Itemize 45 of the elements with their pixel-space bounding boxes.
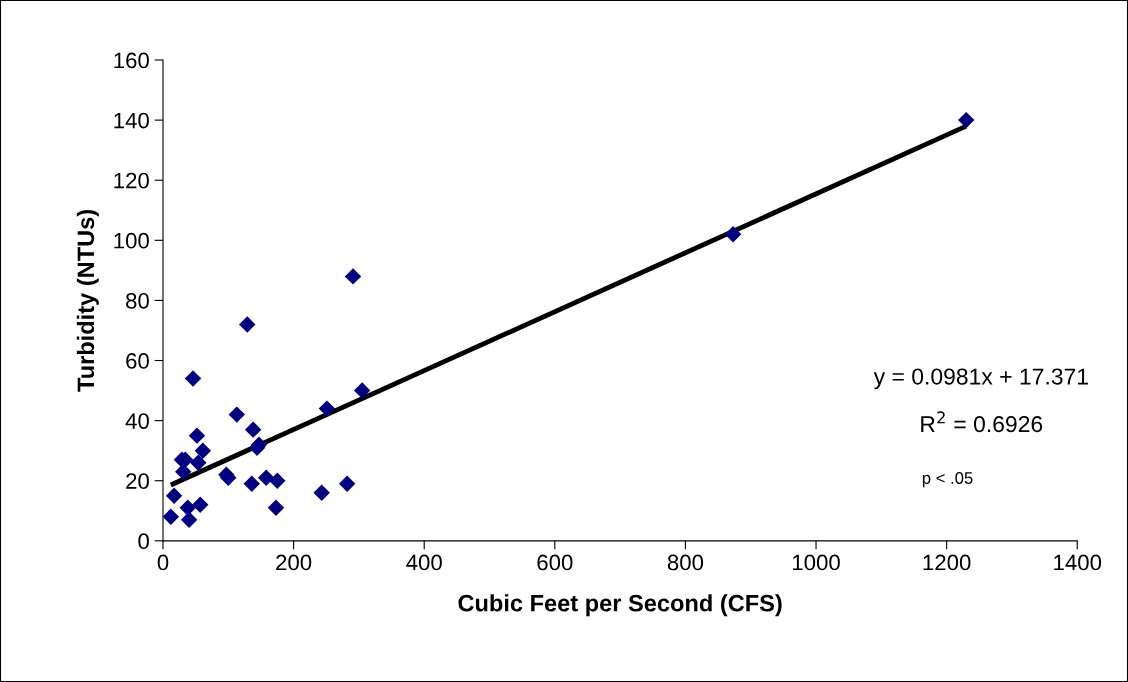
point (267, 499, 285, 516)
x-axis-title: Cubic Feet per Second (CFS) (458, 594, 782, 617)
y-tick-label: 160 (114, 52, 149, 69)
point (228, 406, 246, 423)
point (958, 111, 975, 129)
point (180, 511, 198, 529)
point (239, 316, 256, 333)
y-tick-label: 120 (114, 172, 149, 189)
annotation: y = 0.0981x + 17.371 (873, 368, 1088, 390)
y-tick-label: 80 (126, 292, 149, 309)
x-tick-label: 1200 (923, 554, 971, 571)
point (188, 427, 206, 444)
point (184, 370, 202, 387)
y-axis-title: Turbidity (NTUs) (76, 209, 99, 392)
y-tick-label: 20 (126, 473, 149, 489)
x-tick-label: 0 (157, 554, 169, 571)
point (313, 484, 330, 501)
x-tick-label: 1000 (793, 554, 840, 571)
x-tick-label: 800 (667, 554, 704, 571)
point (190, 454, 207, 471)
annotation: p < .05 (922, 472, 973, 488)
x-tick-label: 200 (276, 554, 312, 571)
y-tick-label: 100 (114, 232, 149, 249)
y-tick-label: 60 (126, 353, 149, 369)
point (194, 442, 212, 459)
annotation: R$^{2}$ = 0.6926 (921, 411, 1043, 433)
x-tick-label: 600 (537, 554, 573, 571)
point (165, 487, 183, 504)
point (179, 499, 197, 516)
point (338, 475, 356, 492)
point (269, 472, 286, 489)
point (724, 226, 742, 243)
point (257, 469, 275, 486)
point (244, 421, 262, 438)
point (318, 400, 336, 417)
y-tick-label: 40 (125, 413, 149, 429)
point (353, 382, 371, 399)
x-tick-label: 400 (406, 554, 442, 571)
y-tick-label: 0 (138, 533, 149, 550)
y-tick-label: 140 (114, 112, 149, 129)
point (163, 508, 180, 525)
point (192, 496, 209, 513)
point (243, 475, 261, 492)
point (344, 268, 362, 285)
x-tick-label: 1400 (1054, 554, 1102, 571)
